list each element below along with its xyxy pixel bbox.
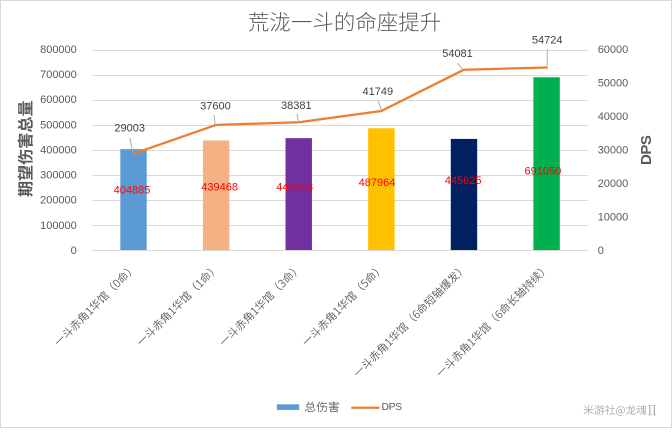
svg-text:10000: 10000 (598, 211, 629, 223)
svg-text:41749: 41749 (363, 86, 394, 98)
svg-text:200000: 200000 (40, 195, 77, 207)
svg-text:0: 0 (598, 245, 604, 257)
svg-text:300000: 300000 (40, 170, 77, 182)
svg-text:500000: 500000 (40, 119, 77, 131)
svg-text:691050: 691050 (525, 165, 562, 177)
svg-text:DPS: DPS (382, 402, 403, 413)
svg-text:60000: 60000 (598, 44, 629, 56)
svg-text:54081: 54081 (442, 48, 473, 60)
svg-text:448598: 448598 (276, 181, 313, 193)
svg-text:38381: 38381 (281, 100, 312, 112)
svg-text:400000: 400000 (40, 144, 77, 156)
svg-text:100000: 100000 (40, 220, 77, 232)
svg-text:40000: 40000 (598, 111, 629, 123)
svg-text:0: 0 (71, 245, 77, 257)
svg-text:439468: 439468 (201, 181, 238, 193)
svg-text:30000: 30000 (598, 144, 629, 156)
svg-text:800000: 800000 (40, 44, 77, 56)
svg-text:DPS: DPS (638, 135, 655, 165)
svg-text:20000: 20000 (598, 178, 629, 190)
svg-text:50000: 50000 (598, 77, 629, 89)
svg-text:487964: 487964 (359, 177, 396, 189)
svg-text:37600: 37600 (200, 101, 231, 113)
svg-text:700000: 700000 (40, 69, 77, 81)
svg-text:54724: 54724 (532, 34, 563, 46)
svg-text:445625: 445625 (445, 175, 482, 187)
svg-text:29003: 29003 (114, 123, 145, 135)
svg-text:600000: 600000 (40, 94, 77, 106)
svg-text:404885: 404885 (114, 184, 151, 196)
